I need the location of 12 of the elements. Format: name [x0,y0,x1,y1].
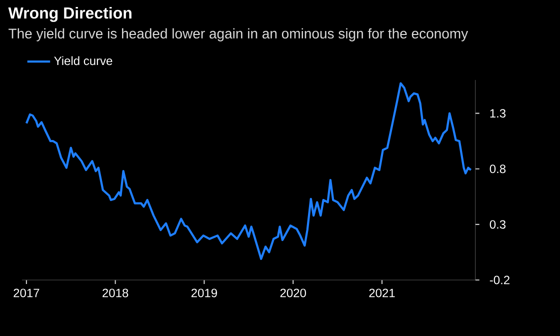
x-tick-label: 2021 [369,288,395,298]
x-tick-label: 2019 [191,288,217,298]
chart-title: Wrong Direction [8,6,132,22]
y-tick-label: 1.3 [490,109,506,118]
x-tick-label: 2017 [14,288,40,298]
legend-label: Yield curve [54,56,112,66]
chart-subtitle: The yield curve is headed lower again in an ominous sign for the economy [8,28,468,42]
y-tick-label: 0.8 [490,164,506,174]
y-tick-label: -0.2 [490,276,510,284]
x-tick-label: 2018 [102,288,128,298]
y-tick-label: 0.3 [490,220,506,229]
x-tick-label: 2020 [280,288,306,298]
